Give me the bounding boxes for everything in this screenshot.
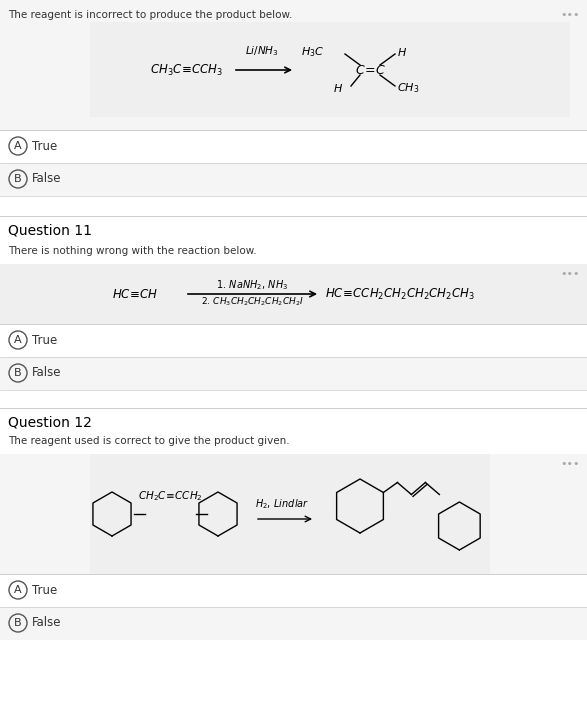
Bar bbox=[0, 196, 587, 216]
Text: Question 11: Question 11 bbox=[8, 224, 92, 238]
Text: B: B bbox=[14, 368, 22, 378]
Text: $H_2,\, Lindlar$: $H_2,\, Lindlar$ bbox=[255, 497, 309, 511]
Bar bbox=[90, 22, 570, 117]
Text: $HC\!\equiv\!CH$: $HC\!\equiv\!CH$ bbox=[112, 288, 158, 300]
Text: B: B bbox=[14, 618, 22, 628]
Text: $2.\,CH_3CH_2CH_2CH_2CH_2I$: $2.\,CH_3CH_2CH_2CH_2CH_2I$ bbox=[201, 296, 304, 308]
Text: The reagent used is correct to give the product given.: The reagent used is correct to give the … bbox=[8, 436, 289, 446]
Bar bbox=[0, 130, 587, 163]
Text: A: A bbox=[14, 335, 22, 345]
Text: $CH_3$: $CH_3$ bbox=[397, 81, 419, 95]
Text: False: False bbox=[32, 617, 62, 629]
Bar bbox=[0, 324, 587, 357]
Text: $H$: $H$ bbox=[333, 82, 343, 94]
Text: $Li/NH_3$: $Li/NH_3$ bbox=[245, 45, 279, 58]
Text: •••: ••• bbox=[561, 10, 580, 20]
Bar bbox=[0, 163, 587, 196]
Bar bbox=[0, 357, 587, 390]
Text: $H_3C$: $H_3C$ bbox=[301, 45, 324, 59]
Text: There is nothing wrong with the reaction below.: There is nothing wrong with the reaction… bbox=[8, 246, 257, 256]
Text: False: False bbox=[32, 366, 62, 380]
Bar bbox=[0, 607, 587, 640]
Text: $CH_3C\!\equiv\!CCH_3$: $CH_3C\!\equiv\!CCH_3$ bbox=[150, 62, 223, 78]
Text: False: False bbox=[32, 173, 62, 185]
Text: True: True bbox=[32, 334, 58, 346]
Text: A: A bbox=[14, 585, 22, 595]
Bar bbox=[0, 264, 587, 324]
Text: The reagent is incorrect to produce the product below.: The reagent is incorrect to produce the … bbox=[8, 10, 292, 20]
Bar bbox=[0, 454, 587, 574]
Text: True: True bbox=[32, 139, 58, 153]
Text: $CH_2C\!\equiv\!CCH_2$: $CH_2C\!\equiv\!CCH_2$ bbox=[137, 489, 203, 503]
Bar bbox=[490, 454, 587, 574]
Text: A: A bbox=[14, 141, 22, 151]
Text: $H$: $H$ bbox=[397, 46, 407, 58]
Bar bbox=[0, 454, 90, 574]
Text: •••: ••• bbox=[561, 269, 580, 279]
Text: $HC\!\equiv\!CCH_2CH_2CH_2CH_2CH_3$: $HC\!\equiv\!CCH_2CH_2CH_2CH_2CH_3$ bbox=[325, 286, 475, 302]
Text: B: B bbox=[14, 174, 22, 184]
Text: True: True bbox=[32, 583, 58, 597]
Bar bbox=[0, 390, 587, 408]
Text: $C\!=\!C$: $C\!=\!C$ bbox=[355, 64, 385, 76]
Text: $1.\,NaNH_2,\,NH_3$: $1.\,NaNH_2,\,NH_3$ bbox=[217, 278, 289, 292]
Bar bbox=[0, 574, 587, 607]
Bar bbox=[0, 0, 587, 130]
Text: •••: ••• bbox=[561, 459, 580, 469]
Text: Question 12: Question 12 bbox=[8, 416, 92, 430]
